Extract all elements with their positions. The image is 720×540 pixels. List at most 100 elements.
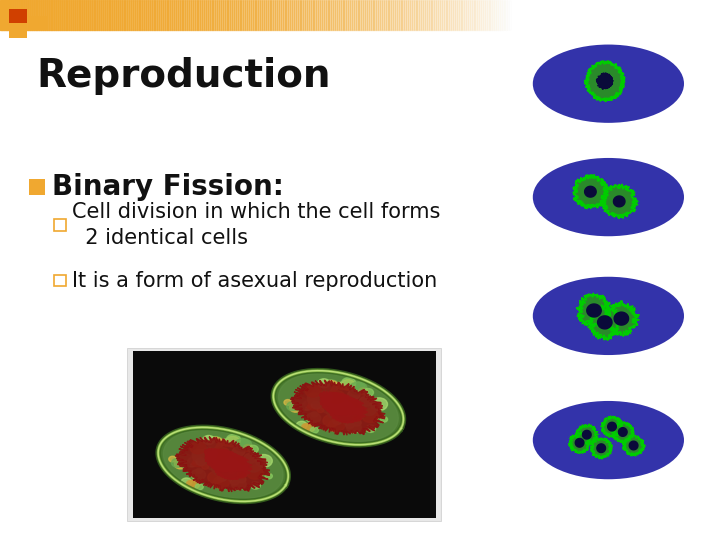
Bar (213, 0, 215, 30)
Bar (318, 0, 320, 30)
Circle shape (306, 399, 321, 410)
Bar (112, 0, 114, 30)
Circle shape (346, 404, 354, 409)
Polygon shape (611, 422, 634, 443)
Bar (215, 0, 217, 30)
Bar (466, 0, 468, 30)
Polygon shape (204, 450, 243, 471)
Circle shape (336, 413, 347, 420)
Bar (545, 0, 546, 30)
Bar (219, 0, 221, 30)
Bar (212, 0, 213, 30)
Bar (21, 0, 22, 30)
Bar (109, 0, 110, 30)
Circle shape (247, 467, 264, 479)
Bar (78, 0, 81, 30)
Ellipse shape (533, 276, 684, 355)
Circle shape (333, 409, 345, 417)
Bar (534, 0, 536, 30)
Circle shape (189, 481, 199, 489)
Bar (515, 0, 517, 30)
Bar (331, 0, 333, 30)
Circle shape (307, 393, 322, 403)
Circle shape (186, 459, 197, 467)
Bar (543, 0, 545, 30)
Circle shape (336, 409, 352, 421)
Circle shape (198, 458, 206, 464)
Bar (15, 0, 17, 30)
Bar (127, 0, 129, 30)
Bar (438, 0, 440, 30)
Bar (230, 0, 232, 30)
Circle shape (334, 395, 344, 403)
Bar (228, 0, 230, 30)
Bar (470, 0, 472, 30)
Bar (146, 0, 148, 30)
Bar (455, 0, 456, 30)
Circle shape (225, 436, 240, 447)
Circle shape (316, 391, 332, 403)
Bar (193, 0, 194, 30)
Bar (247, 0, 249, 30)
Circle shape (315, 380, 331, 393)
Circle shape (226, 460, 238, 468)
Bar (433, 0, 434, 30)
Circle shape (195, 484, 203, 490)
Circle shape (304, 424, 315, 432)
Bar (546, 0, 549, 30)
Circle shape (221, 469, 232, 477)
Circle shape (192, 449, 207, 460)
Bar (124, 0, 125, 30)
Bar (107, 0, 109, 30)
Bar (208, 0, 210, 30)
Bar (206, 0, 208, 30)
Circle shape (353, 416, 361, 422)
Circle shape (190, 442, 206, 454)
Circle shape (217, 472, 225, 478)
Circle shape (197, 446, 205, 453)
Bar (29, 16, 47, 30)
Bar (382, 0, 384, 30)
Bar (40, 0, 41, 30)
Bar (53, 0, 54, 30)
Bar (524, 0, 526, 30)
Bar (232, 0, 234, 30)
Bar (41, 0, 43, 30)
Bar (305, 0, 307, 30)
Bar (17, 0, 19, 30)
Bar (32, 0, 34, 30)
Polygon shape (576, 293, 612, 328)
Circle shape (312, 389, 320, 396)
Bar (371, 0, 372, 30)
Circle shape (363, 388, 374, 396)
Circle shape (343, 419, 352, 426)
Bar (176, 0, 178, 30)
Polygon shape (623, 435, 645, 456)
Bar (29, 179, 45, 195)
Bar (344, 0, 346, 30)
Circle shape (168, 456, 176, 462)
Bar (163, 0, 165, 30)
Circle shape (307, 394, 324, 406)
Circle shape (341, 380, 355, 390)
Bar (464, 0, 466, 30)
Bar (521, 0, 522, 30)
Bar (552, 0, 554, 30)
Ellipse shape (533, 158, 684, 237)
Bar (264, 0, 266, 30)
Bar (309, 0, 311, 30)
Circle shape (327, 406, 344, 419)
Circle shape (349, 409, 364, 420)
Bar (73, 0, 75, 30)
Circle shape (219, 452, 229, 460)
Bar (217, 0, 219, 30)
Bar (505, 0, 508, 30)
Circle shape (317, 408, 324, 413)
Bar (4, 0, 6, 30)
Bar (480, 0, 481, 30)
Bar (402, 0, 405, 30)
Polygon shape (608, 422, 616, 431)
Bar (221, 0, 222, 30)
Bar (153, 0, 156, 30)
Circle shape (221, 456, 233, 465)
